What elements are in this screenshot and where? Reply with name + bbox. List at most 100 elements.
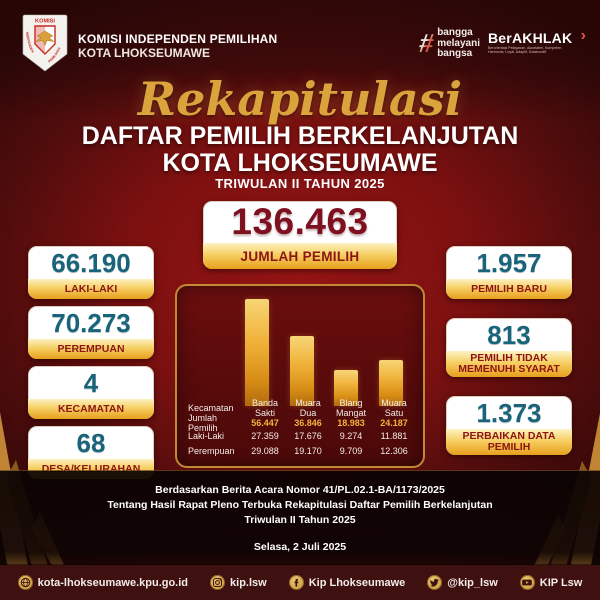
district-table: Kecamatan Banda Sakti Muara Dua Blang Manga…	[185, 398, 415, 458]
row-header: Jumlah Pemilih	[188, 413, 218, 433]
table-cell: 27.359	[251, 430, 279, 441]
hashtag-word: melayani	[437, 37, 480, 49]
footer-item-facebook[interactable]: Kip Lhokseumawe	[288, 575, 406, 590]
hashtag-icon: #	[416, 28, 436, 59]
table-row: Jumlah Pemilih 56.447 36.846 18.983 24.187	[185, 413, 415, 433]
footer-item-label: @kip_lsw	[447, 576, 498, 589]
table-cell: 29.088	[251, 445, 279, 456]
table-cell: Muara Dua	[295, 398, 321, 418]
row-header: Kecamatan	[188, 403, 234, 413]
table-cell: Blang Mangat	[335, 398, 367, 418]
stat-value: 1.957	[476, 248, 542, 278]
date-text: Selasa, 2 Juli 2025	[253, 541, 347, 553]
notes-line1: Berdasarkan Berita Acara Nomor 41/PL.02.…	[155, 484, 445, 496]
footer-item-label: kip.lsw	[230, 576, 267, 589]
svg-text:INDEPENDEN: INDEPENDEN	[25, 32, 35, 54]
footer-item-globe[interactable]: kota-lhokseumawe.kpu.go.id	[17, 575, 189, 590]
berakhlak-wordmark: BerAKHLAK	[488, 30, 573, 47]
title-script: Rekapitulasi	[137, 72, 463, 126]
twitter-icon	[427, 575, 443, 590]
stat-value: 4	[83, 368, 99, 398]
title-line1: DAFTAR PEMILIH BERKELANJUTAN	[81, 122, 519, 150]
stat-label: PEREMPUAN	[28, 339, 154, 359]
globe-icon	[17, 575, 33, 590]
footer-item-twitter[interactable]: @kip_lsw	[427, 575, 498, 590]
footer-item-youtube[interactable]: KIP Lsw	[519, 575, 583, 590]
table-cell: 17.676	[294, 430, 322, 441]
stat-label: PERBAIKAN DATA PEMILIH	[446, 429, 572, 455]
table-cell: 19.170	[294, 445, 322, 456]
stat-value: 70.273	[51, 308, 131, 338]
table-cell: 56.447	[251, 418, 279, 428]
notes-line2: Tentang Hasil Rapat Pleno Terbuka Rekapi…	[107, 499, 493, 511]
berakhlak-tagline: Berorientasi Pelayanan, Akuntabel, Kompe…	[488, 46, 563, 55]
table-cell: Banda Sakti	[251, 398, 279, 418]
stat-label: LAKI-LAKI	[28, 279, 154, 299]
right-stat-card: 1.957 PEMILIH BARU	[446, 246, 572, 299]
table-cell: Muara Satu	[381, 398, 407, 418]
svg-text:KOMISI: KOMISI	[35, 19, 55, 25]
footer-item-label: KIP Lsw	[539, 576, 583, 589]
footer-social-bar: kota-lhokseumawe.kpu.go.id kip.lsw Kip L…	[0, 565, 600, 600]
stat-label: PEMILIH BARU	[446, 279, 572, 299]
table-cell: 24.187	[380, 418, 408, 428]
district-chart-panel: Kecamatan Banda Sakti Muara Dua Blang Manga…	[175, 284, 425, 468]
bar-blang-mangat	[334, 370, 359, 406]
left-stats-column: 66.190 LAKI-LAKI 70.273 PEREMPUAN 4 KECAMA…	[28, 246, 154, 479]
header-shade	[0, 0, 600, 120]
title-line3: TRIWULAN II TAHUN 2025	[215, 176, 385, 191]
instagram-icon	[210, 575, 226, 590]
stat-value: 68	[76, 428, 106, 458]
kip-logo: KOMISI INDEPENDEN PEMILIHAN	[22, 14, 68, 72]
table-row: Perempuan 29.088 19.170 9.709 12.306	[185, 443, 415, 458]
stat-label: KECAMATAN	[28, 399, 154, 419]
title-line2: KOTA LHOKSEUMAWE	[162, 149, 438, 177]
notes-line3: Triwulan II Tahun 2025	[244, 514, 356, 526]
footer-item-instagram[interactable]: kip.lsw	[210, 575, 267, 590]
hashtag-words: bangga melayani bangsa	[437, 27, 480, 60]
youtube-icon	[519, 575, 535, 590]
table-cell: 36.846	[294, 418, 322, 428]
table-cell: 9.274	[339, 430, 363, 441]
right-stat-card: 813 PEMILIH TIDAK MEMENUHI SYARAT	[446, 318, 572, 377]
left-stat-card: 70.273 PEREMPUAN	[28, 306, 154, 359]
berakhlak-logo: BerAKHLAK › Berorientasi Pelayanan, Akun…	[488, 27, 586, 55]
chevron-right-icon: ›	[580, 27, 586, 45]
table-cell: 12.306	[380, 445, 408, 456]
bar-muara-dua	[289, 336, 314, 406]
stat-value: 813	[487, 320, 531, 350]
bar-muara-satu	[378, 360, 403, 406]
table-row: Kecamatan Banda Sakti Muara Dua Blang Manga…	[185, 398, 415, 418]
hashtag-word: bangga	[437, 27, 473, 38]
total-voters-value: 136.463	[231, 201, 369, 242]
bar-banda-sakti	[245, 299, 270, 406]
hashtag-word: bangsa	[437, 48, 473, 59]
right-stat-card: 1.373 PERBAIKAN DATA PEMILIH	[446, 396, 572, 455]
left-stat-card: 4 KECAMATAN	[28, 366, 154, 419]
notes-band	[0, 470, 600, 566]
bar-slot	[369, 296, 414, 406]
table-cell: 11.881	[380, 430, 408, 441]
bar-slot	[324, 296, 369, 406]
header-badges: # bangga melayani bangsa BerAKHLAK › Beror…	[416, 27, 586, 60]
total-voters-card: 136.463 JUMLAH PEMILIH	[203, 201, 397, 269]
org-name: KOMISI INDEPENDEN PEMILIHAN KOTA LHOKSEU…	[78, 32, 277, 60]
facebook-icon	[288, 575, 304, 590]
bar-chart	[235, 296, 413, 406]
header: KOMISI INDEPENDEN PEMILIHAN KOMISI INDEP…	[0, 0, 600, 78]
stat-value: 66.190	[51, 248, 131, 278]
bar-slot	[235, 296, 280, 406]
footer-item-label: kota-lhokseumawe.kpu.go.id	[37, 576, 189, 589]
notes-text: Berdasarkan Berita Acara Nomor 41/PL.02.…	[0, 483, 600, 528]
org-line1: KOMISI INDEPENDEN PEMILIHAN	[78, 32, 278, 46]
row-header: Laki-Laki	[188, 430, 225, 441]
table-cell: 18.983	[337, 418, 365, 428]
footer-item-label: Kip Lhokseumawe	[308, 576, 406, 589]
bar-slot	[280, 296, 325, 406]
table-cell: 9.709	[339, 445, 363, 456]
left-stat-card: 66.190 LAKI-LAKI	[28, 246, 154, 299]
table-row: Laki-Laki 27.359 17.676 9.274 11.881	[185, 428, 415, 443]
total-voters-label: JUMLAH PEMILIH	[203, 243, 397, 269]
right-stats-column: 1.957 PEMILIH BARU 813 PEMILIH TIDAK MEME…	[446, 246, 572, 455]
row-header: Perempuan	[188, 445, 235, 456]
